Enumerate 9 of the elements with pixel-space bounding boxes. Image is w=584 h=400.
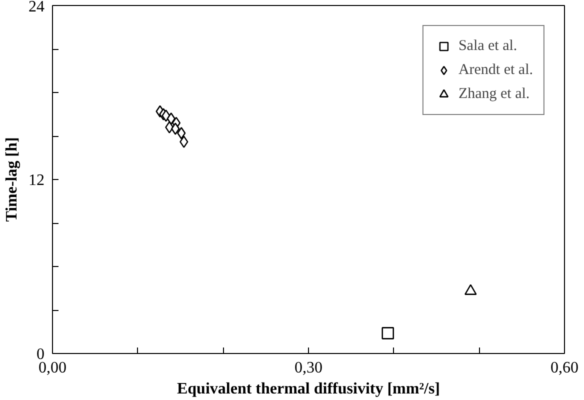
x-tick-label: 0,60 xyxy=(550,360,578,376)
y-tick-label: 12 xyxy=(28,172,44,189)
x-tick-label: 0,30 xyxy=(294,360,322,376)
legend-label: Zhang et al. xyxy=(458,86,530,102)
legend-label: Sala et al. xyxy=(458,38,518,54)
y-axis-title: Time-lag [h] xyxy=(4,137,20,222)
x-axis-title: Equivalent thermal diffusivity [mm²/s] xyxy=(176,380,440,398)
y-tick-label: 24 xyxy=(28,0,44,16)
legend-label: Arendt et al. xyxy=(458,62,533,78)
